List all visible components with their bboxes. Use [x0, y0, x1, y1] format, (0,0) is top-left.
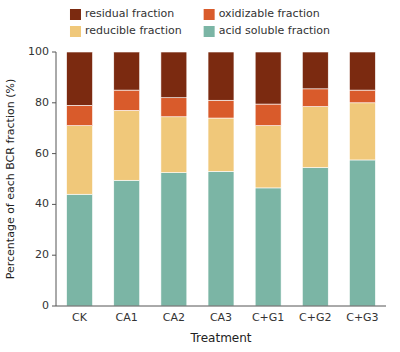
- bar-segment: [67, 52, 93, 105]
- bar-segment: [161, 117, 187, 173]
- bar-segment: [302, 89, 328, 107]
- legend-item: residual fraction: [70, 7, 174, 20]
- bar-segment: [208, 100, 234, 118]
- bar-segment: [67, 105, 93, 125]
- y-tick-label: 0: [42, 299, 49, 312]
- y-axis-line: [56, 52, 57, 306]
- bar-segment: [349, 160, 375, 306]
- bar-segment: [255, 104, 281, 126]
- legend-label: acid soluble fraction: [219, 24, 330, 37]
- legend-swatch: [70, 9, 81, 20]
- x-axis-label: Treatment: [189, 331, 251, 345]
- y-tick-label: 20: [35, 248, 49, 261]
- x-tick-label: CK: [72, 311, 88, 324]
- y-tick-label: 100: [28, 45, 49, 58]
- bar-segment: [161, 52, 187, 98]
- bar-segment: [208, 171, 234, 306]
- x-tick-label: CA3: [210, 311, 232, 324]
- x-tick-label: CA2: [163, 311, 185, 324]
- legend: residual fraction oxidizable fraction redu…: [70, 7, 330, 37]
- bar-segment: [255, 188, 281, 306]
- legend-item: reducible fraction: [70, 24, 182, 37]
- legend-swatch: [204, 9, 215, 20]
- y-tick-label: 40: [35, 197, 49, 210]
- bar-segment: [255, 52, 281, 104]
- bar-segment: [302, 52, 328, 89]
- bar-segment: [114, 110, 140, 180]
- legend-item: oxidizable fraction: [204, 7, 320, 20]
- x-axis-line: [56, 306, 386, 307]
- y-tick: [52, 153, 56, 154]
- y-axis-label: Percentage of each BCR fraction (%): [4, 79, 17, 279]
- legend-swatch: [204, 26, 215, 37]
- bar-segment: [114, 180, 140, 306]
- bar-segment: [67, 126, 93, 195]
- bar-segment: [349, 90, 375, 103]
- x-tick-label: C+G2: [299, 311, 331, 324]
- legend-swatch: [70, 26, 81, 37]
- bar-segment: [114, 90, 140, 110]
- bar-segment: [349, 103, 375, 160]
- x-tick-label: C+G1: [252, 311, 284, 324]
- y-tick-label: 80: [35, 96, 49, 109]
- bar-segment: [67, 194, 93, 306]
- x-tick-label: CA1: [116, 311, 138, 324]
- x-tick-label: C+G3: [346, 311, 378, 324]
- chart: 0 20 40 60 80 100 CK CA1 CA2 CA3 C+G1 C+G2 C+G3 Treat…: [0, 0, 400, 352]
- bar-segment: [161, 98, 187, 117]
- y-tick: [52, 102, 56, 103]
- bar-segment: [114, 52, 140, 90]
- bars: [67, 52, 376, 306]
- y-tick: [52, 306, 56, 307]
- legend-label: residual fraction: [85, 7, 174, 20]
- bar-segment: [255, 126, 281, 188]
- bar-segment: [161, 173, 187, 306]
- bar-segment: [302, 168, 328, 306]
- y-tick: [52, 204, 56, 205]
- bar-segment: [208, 118, 234, 171]
- legend-label: oxidizable fraction: [219, 7, 320, 20]
- bar-segment: [208, 52, 234, 100]
- y-tick: [52, 255, 56, 256]
- y-tick: [52, 52, 56, 53]
- legend-label: reducible fraction: [85, 24, 182, 37]
- bar-segment: [302, 107, 328, 168]
- legend-item: acid soluble fraction: [204, 24, 330, 37]
- bar-segment: [349, 52, 375, 90]
- y-tick-label: 60: [35, 147, 49, 160]
